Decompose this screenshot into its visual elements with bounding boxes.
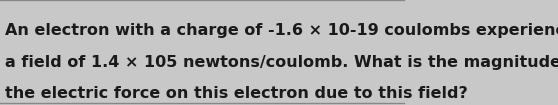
Text: the electric force on this electron due to this field?: the electric force on this electron due … [5,86,468,101]
Text: a field of 1.4 × 105 newtons/coulomb. What is the magnitude of: a field of 1.4 × 105 newtons/coulomb. Wh… [5,55,558,70]
Text: An electron with a charge of -1.6 × 10-19 coulombs experiences: An electron with a charge of -1.6 × 10-1… [5,23,558,38]
